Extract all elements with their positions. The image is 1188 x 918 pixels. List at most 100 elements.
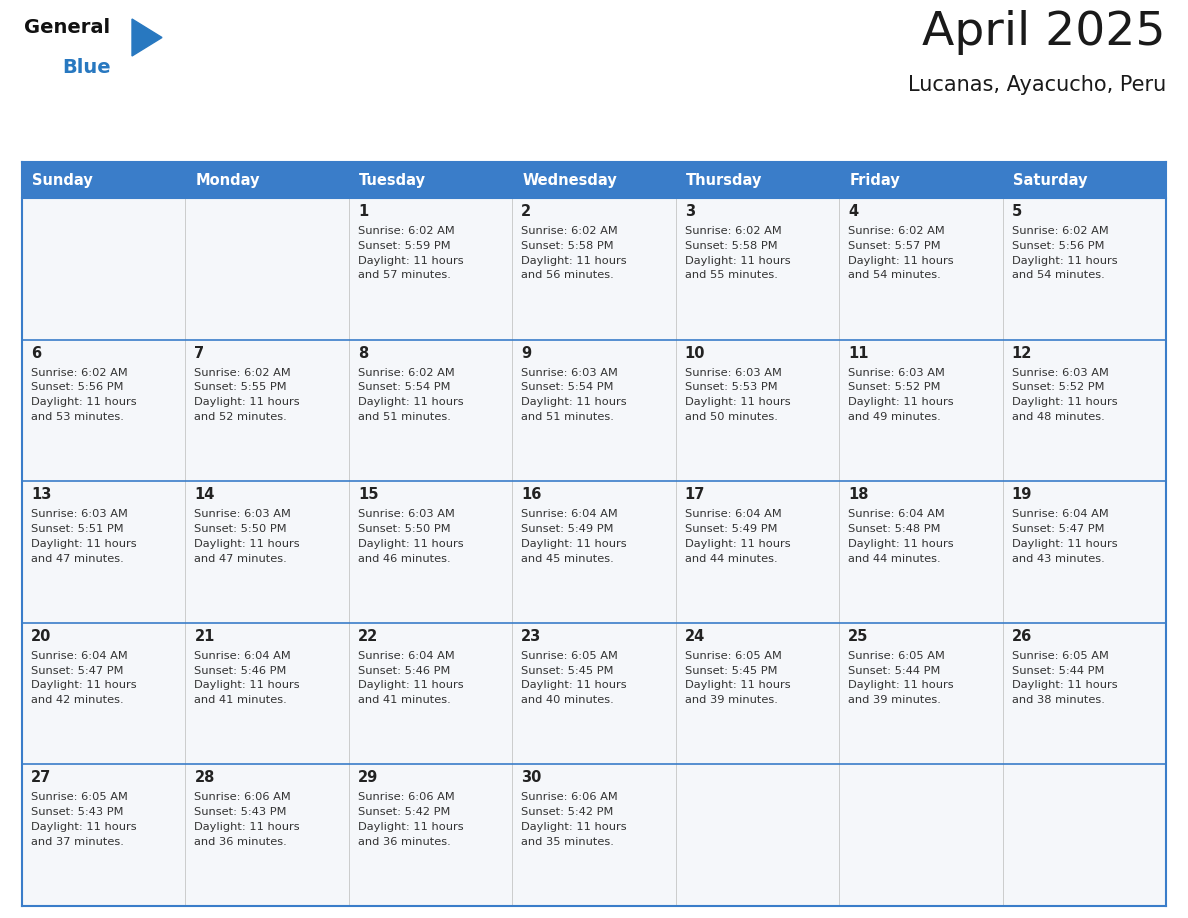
Text: Sunrise: 6:06 AM: Sunrise: 6:06 AM xyxy=(195,792,291,802)
Text: Daylight: 11 hours: Daylight: 11 hours xyxy=(522,680,627,690)
Text: Sunrise: 6:06 AM: Sunrise: 6:06 AM xyxy=(522,792,618,802)
Bar xyxy=(185,622,349,765)
Text: 1: 1 xyxy=(358,204,368,219)
Text: Sunset: 5:42 PM: Sunset: 5:42 PM xyxy=(522,807,614,817)
Text: Sunset: 5:48 PM: Sunset: 5:48 PM xyxy=(848,524,941,534)
Text: 28: 28 xyxy=(195,770,215,786)
Text: Sunset: 5:52 PM: Sunset: 5:52 PM xyxy=(1011,383,1104,392)
Text: Daylight: 11 hours: Daylight: 11 hours xyxy=(195,539,301,549)
Text: Daylight: 11 hours: Daylight: 11 hours xyxy=(1011,680,1117,690)
Text: Sunset: 5:56 PM: Sunset: 5:56 PM xyxy=(31,383,124,392)
Text: Sunset: 5:56 PM: Sunset: 5:56 PM xyxy=(1011,241,1104,251)
Text: and 54 minutes.: and 54 minutes. xyxy=(1011,271,1105,280)
Text: 24: 24 xyxy=(684,629,704,644)
Text: and 57 minutes.: and 57 minutes. xyxy=(358,271,450,280)
Text: and 48 minutes.: and 48 minutes. xyxy=(1011,412,1105,422)
Bar xyxy=(185,198,349,340)
Bar xyxy=(349,340,512,481)
Bar xyxy=(839,481,1003,622)
Text: 15: 15 xyxy=(358,487,378,502)
Text: Sunrise: 6:04 AM: Sunrise: 6:04 AM xyxy=(684,509,782,520)
Text: and 47 minutes.: and 47 minutes. xyxy=(195,554,287,564)
Text: and 50 minutes.: and 50 minutes. xyxy=(684,412,778,422)
Bar xyxy=(185,481,349,622)
Text: Daylight: 11 hours: Daylight: 11 hours xyxy=(358,255,463,265)
Text: Sunrise: 6:06 AM: Sunrise: 6:06 AM xyxy=(358,792,455,802)
Text: Daylight: 11 hours: Daylight: 11 hours xyxy=(358,680,463,690)
Text: 7: 7 xyxy=(195,345,204,361)
Bar xyxy=(839,765,1003,906)
Text: and 47 minutes.: and 47 minutes. xyxy=(31,554,124,564)
Text: Daylight: 11 hours: Daylight: 11 hours xyxy=(848,680,954,690)
Text: Sunset: 5:52 PM: Sunset: 5:52 PM xyxy=(848,383,941,392)
Text: Sunset: 5:47 PM: Sunset: 5:47 PM xyxy=(31,666,124,676)
Text: Daylight: 11 hours: Daylight: 11 hours xyxy=(522,822,627,832)
Text: 25: 25 xyxy=(848,629,868,644)
Text: Sunrise: 6:03 AM: Sunrise: 6:03 AM xyxy=(358,509,455,520)
Text: Daylight: 11 hours: Daylight: 11 hours xyxy=(684,539,790,549)
Bar xyxy=(676,765,839,906)
Text: Sunset: 5:55 PM: Sunset: 5:55 PM xyxy=(195,383,287,392)
Text: 3: 3 xyxy=(684,204,695,219)
Text: Daylight: 11 hours: Daylight: 11 hours xyxy=(31,680,137,690)
Bar xyxy=(349,622,512,765)
Text: Daylight: 11 hours: Daylight: 11 hours xyxy=(848,255,954,265)
Text: Sunset: 5:54 PM: Sunset: 5:54 PM xyxy=(522,383,614,392)
Text: Sunday: Sunday xyxy=(32,173,93,187)
Text: Sunrise: 6:02 AM: Sunrise: 6:02 AM xyxy=(195,367,291,377)
Text: Daylight: 11 hours: Daylight: 11 hours xyxy=(31,397,137,408)
Text: Daylight: 11 hours: Daylight: 11 hours xyxy=(522,539,627,549)
Bar xyxy=(676,198,839,340)
Bar xyxy=(185,340,349,481)
Text: Sunrise: 6:02 AM: Sunrise: 6:02 AM xyxy=(358,367,455,377)
Bar xyxy=(185,765,349,906)
Bar xyxy=(839,622,1003,765)
Bar xyxy=(1003,162,1165,198)
Text: and 51 minutes.: and 51 minutes. xyxy=(522,412,614,422)
Text: 22: 22 xyxy=(358,629,378,644)
Text: and 44 minutes.: and 44 minutes. xyxy=(684,554,777,564)
Text: Sunrise: 6:05 AM: Sunrise: 6:05 AM xyxy=(31,792,128,802)
Text: Sunrise: 6:04 AM: Sunrise: 6:04 AM xyxy=(195,651,291,661)
Bar xyxy=(512,198,676,340)
Text: Sunset: 5:57 PM: Sunset: 5:57 PM xyxy=(848,241,941,251)
Text: and 36 minutes.: and 36 minutes. xyxy=(358,837,450,846)
Text: Daylight: 11 hours: Daylight: 11 hours xyxy=(358,397,463,408)
Bar xyxy=(512,162,676,198)
Bar xyxy=(23,765,185,906)
Text: and 39 minutes.: and 39 minutes. xyxy=(848,695,941,705)
Text: 16: 16 xyxy=(522,487,542,502)
Text: Sunset: 5:53 PM: Sunset: 5:53 PM xyxy=(684,383,777,392)
Text: Sunrise: 6:04 AM: Sunrise: 6:04 AM xyxy=(848,509,944,520)
Text: Daylight: 11 hours: Daylight: 11 hours xyxy=(358,822,463,832)
Text: 14: 14 xyxy=(195,487,215,502)
Polygon shape xyxy=(132,19,162,56)
Text: Sunset: 5:50 PM: Sunset: 5:50 PM xyxy=(195,524,287,534)
Text: Sunset: 5:59 PM: Sunset: 5:59 PM xyxy=(358,241,450,251)
Text: and 39 minutes.: and 39 minutes. xyxy=(684,695,778,705)
Text: 26: 26 xyxy=(1011,629,1032,644)
Bar xyxy=(676,481,839,622)
Text: Daylight: 11 hours: Daylight: 11 hours xyxy=(195,680,301,690)
Text: Thursday: Thursday xyxy=(685,173,762,187)
Text: April 2025: April 2025 xyxy=(923,10,1165,55)
Text: Daylight: 11 hours: Daylight: 11 hours xyxy=(684,255,790,265)
Text: Daylight: 11 hours: Daylight: 11 hours xyxy=(1011,255,1117,265)
Text: Sunset: 5:44 PM: Sunset: 5:44 PM xyxy=(848,666,941,676)
Text: 12: 12 xyxy=(1011,345,1032,361)
Text: Sunset: 5:49 PM: Sunset: 5:49 PM xyxy=(522,524,614,534)
Bar xyxy=(1003,622,1165,765)
Text: 8: 8 xyxy=(358,345,368,361)
Text: Sunrise: 6:03 AM: Sunrise: 6:03 AM xyxy=(31,509,128,520)
Text: Sunrise: 6:03 AM: Sunrise: 6:03 AM xyxy=(195,509,291,520)
Text: Blue: Blue xyxy=(62,58,110,77)
Bar xyxy=(23,481,185,622)
Text: and 44 minutes.: and 44 minutes. xyxy=(848,554,941,564)
Text: and 52 minutes.: and 52 minutes. xyxy=(195,412,287,422)
Text: Daylight: 11 hours: Daylight: 11 hours xyxy=(195,822,301,832)
Text: 4: 4 xyxy=(848,204,858,219)
Text: Daylight: 11 hours: Daylight: 11 hours xyxy=(1011,539,1117,549)
Text: Sunset: 5:46 PM: Sunset: 5:46 PM xyxy=(358,666,450,676)
Text: Sunrise: 6:02 AM: Sunrise: 6:02 AM xyxy=(358,226,455,236)
Text: 20: 20 xyxy=(31,629,51,644)
